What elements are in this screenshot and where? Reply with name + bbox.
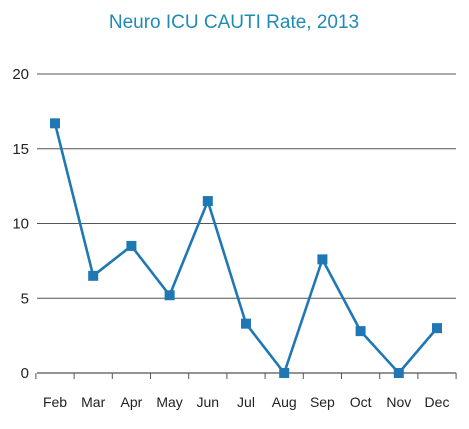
data-point-marker bbox=[202, 196, 213, 207]
y-tick-label: 5 bbox=[21, 290, 29, 307]
x-axis bbox=[35, 372, 457, 379]
x-tick-label: Sep bbox=[310, 394, 335, 410]
gridlines bbox=[37, 73, 456, 299]
data-point-marker bbox=[317, 254, 328, 265]
data-point-marker bbox=[126, 240, 137, 251]
y-tick-label: 0 bbox=[21, 365, 29, 382]
x-tick-label: Jul bbox=[237, 394, 255, 410]
x-tick-label: Feb bbox=[43, 394, 67, 410]
data-point-marker bbox=[88, 270, 99, 281]
x-tick-label: May bbox=[156, 394, 182, 410]
data-point-marker bbox=[164, 290, 175, 301]
series-line-group bbox=[53, 123, 438, 375]
x-tick-label: Apr bbox=[121, 394, 143, 410]
data-point-marker bbox=[432, 323, 442, 334]
x-tick-label: Nov bbox=[386, 394, 411, 410]
series-line bbox=[53, 123, 438, 375]
x-tick-label: Mar bbox=[81, 394, 105, 410]
x-tick-label: Oct bbox=[350, 394, 372, 410]
y-tick-label: 10 bbox=[12, 216, 29, 233]
data-point-marker bbox=[279, 368, 290, 378]
y-axis-ticks: 0 5 10 15 20 bbox=[12, 66, 29, 382]
series-markers bbox=[50, 118, 442, 378]
data-point-marker bbox=[50, 118, 60, 129]
x-tick-label: Dec bbox=[425, 394, 450, 410]
x-axis-ticks: Feb Mar Apr May Jun Jul Aug Sep Oct Nov Dec bbox=[43, 394, 450, 410]
y-tick-label: 20 bbox=[12, 66, 29, 83]
data-point-marker bbox=[393, 368, 404, 378]
x-tick-label: Aug bbox=[272, 394, 297, 410]
chart-title: Neuro ICU CAUTI Rate, 2013 bbox=[109, 12, 359, 33]
y-tick-label: 15 bbox=[12, 141, 29, 158]
x-tick-label: Jun bbox=[197, 394, 220, 410]
data-point-marker bbox=[241, 318, 251, 329]
data-point-marker bbox=[355, 326, 366, 337]
